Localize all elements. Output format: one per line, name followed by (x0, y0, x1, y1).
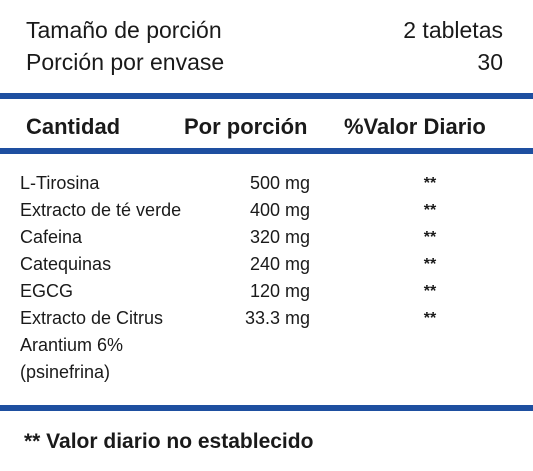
serving-size-value: 2 tabletas (403, 17, 503, 43)
nutrient-row: EGCG 120 mg ** (0, 278, 533, 305)
nutrient-name: Cafeina (20, 227, 83, 247)
nutrient-name: Catequinas (20, 254, 112, 274)
nutrient-daily-value: ** (423, 283, 437, 300)
nutrient-daily-value: ** (423, 175, 437, 192)
divider-bottom (0, 405, 533, 411)
servings-per-container-value: 30 (477, 49, 503, 75)
nutrient-daily-value: ** (423, 256, 437, 273)
nutrient-name: Extracto de té verde (20, 200, 182, 220)
nutrient-amount: 500 mg (249, 173, 310, 193)
serving-info: Tamaño de porción 2 tabletas Porción por… (26, 14, 503, 78)
nutrient-amount: 240 mg (249, 254, 310, 274)
nutrient-amount: 320 mg (249, 227, 310, 247)
nutrient-row: Extracto de té verde 400 mg ** (0, 197, 533, 224)
footnote: ** Valor diario no establecido (24, 430, 314, 453)
nutrient-amount: 400 mg (249, 200, 310, 220)
header-daily-value: %Valor Diario (344, 114, 486, 139)
divider-header (0, 148, 533, 154)
nutrient-daily-value: ** (423, 229, 437, 246)
header-per-serving: Por porción (184, 114, 308, 139)
table-header: Cantidad Por porción %Valor Diario (0, 112, 533, 142)
nutrient-name-continuation: Arantium 6% (20, 335, 124, 355)
nutrient-name-continuation: (psinefrina) (20, 362, 111, 382)
nutrient-row-continuation: (psinefrina) (0, 359, 533, 386)
nutrient-name: L-Tirosina (20, 173, 100, 193)
nutrient-list: L-Tirosina 500 mg ** Extracto de té verd… (0, 170, 533, 386)
divider-top (0, 93, 533, 99)
serving-size-row: Tamaño de porción 2 tabletas (26, 14, 503, 46)
nutrient-row-continuation: Arantium 6% (0, 332, 533, 359)
servings-per-container-label: Porción por envase (26, 49, 225, 75)
nutrient-row: L-Tirosina 500 mg ** (0, 170, 533, 197)
nutrient-amount: 33.3 mg (244, 308, 310, 328)
nutrient-row: Catequinas 240 mg ** (0, 251, 533, 278)
nutrient-row: Extracto de Citrus 33.3 mg ** (0, 305, 533, 332)
nutrient-name: Extracto de Citrus (20, 308, 164, 328)
nutrient-row: Cafeina 320 mg ** (0, 224, 533, 251)
servings-per-container-row: Porción por envase 30 (26, 46, 503, 78)
serving-size-label: Tamaño de porción (26, 17, 222, 43)
nutrient-daily-value: ** (423, 202, 437, 219)
nutrient-name: EGCG (20, 281, 74, 301)
header-amount: Cantidad (26, 114, 121, 139)
nutrient-daily-value: ** (423, 310, 437, 327)
nutrient-amount: 120 mg (249, 281, 310, 301)
